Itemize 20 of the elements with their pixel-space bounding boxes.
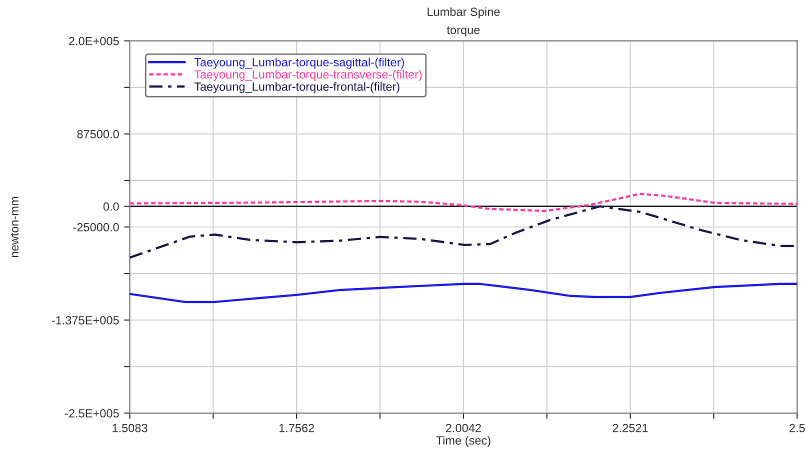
y-tick-label: -1.375E+005 bbox=[52, 316, 119, 324]
x-axis-title: Time (sec) bbox=[436, 436, 490, 447]
chart-subtitle: torque bbox=[446, 26, 480, 36]
legend-label: Taeyoung_Lumbar-torque-frontal-(filter) bbox=[194, 82, 400, 94]
x-tick-label: 2.0042 bbox=[446, 424, 481, 432]
legend-label: Taeyoung_Lumbar-torque-transverse-(filter) bbox=[194, 70, 422, 81]
x-tick-label: 2.2521 bbox=[612, 424, 648, 432]
y-tick-label: 2.0E+005 bbox=[69, 36, 119, 46]
x-tick-label: 2.5 bbox=[790, 424, 805, 432]
y-tick-label: 87500.0 bbox=[77, 130, 119, 138]
line-series bbox=[130, 282, 798, 304]
x-tick-label: 1.7562 bbox=[279, 424, 314, 432]
line-series bbox=[130, 192, 798, 212]
chart-title: Lumbar Spine bbox=[428, 7, 500, 18]
y-tick-label: -25000.0 bbox=[73, 223, 119, 232]
x-tick-label: 1.5083 bbox=[112, 424, 148, 432]
y-axis-title: newton-mm bbox=[10, 196, 19, 258]
legend-label: Taeyoung_Lumbar-torque-sagittal-(filter) bbox=[194, 58, 404, 69]
y-tick-label: 0.0 bbox=[103, 202, 119, 211]
y-tick-label: -2.5E+005 bbox=[65, 409, 119, 418]
